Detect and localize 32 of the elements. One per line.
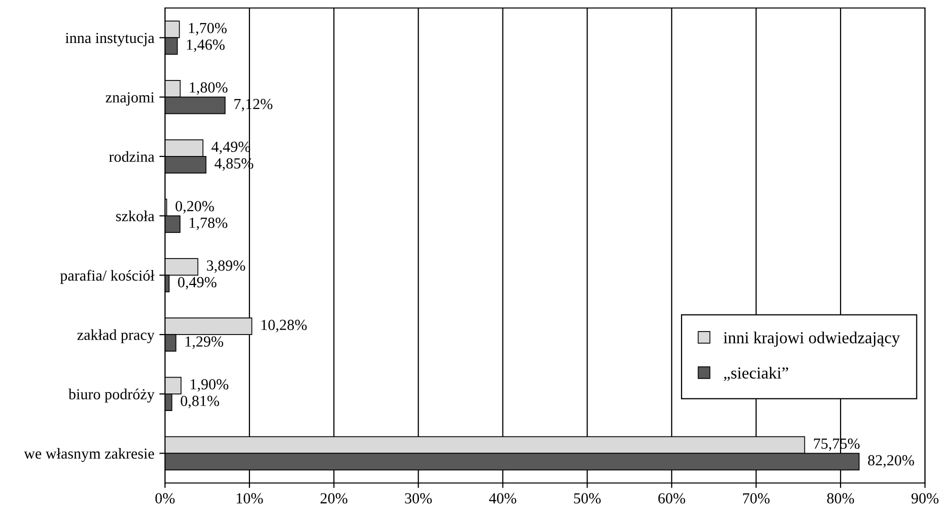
y-tick-label: znajomi — [106, 92, 154, 106]
y-tick-label: zakład pracy — [77, 329, 155, 344]
data-label: 1,46% — [187, 40, 225, 52]
y-tick-label: we własnym zakresie — [24, 448, 154, 462]
x-tick-label: 0% — [155, 493, 175, 504]
data-label: 82,20% — [868, 455, 914, 468]
data-label: 1,70% — [189, 22, 227, 36]
data-label: 1,78% — [190, 218, 228, 230]
y-tick-label: parafia/ kościół — [60, 270, 155, 284]
y-tick-label: biuro podróży — [68, 388, 155, 403]
data-label: 0,20% — [176, 201, 214, 214]
y-tick-label: inna instytucja — [65, 32, 154, 46]
legend-label: „sieciaki” — [724, 366, 788, 382]
data-label: 3,89% — [206, 260, 246, 273]
x-tick-label: 70% — [743, 493, 770, 504]
data-label: 1,80% — [190, 82, 228, 95]
y-tick-label: rodzina — [109, 151, 154, 162]
data-label: 1,29% — [186, 336, 224, 349]
data-label: 0,49% — [178, 277, 216, 290]
legend-label: inni krajowi odwiedzający — [724, 332, 900, 347]
x-tick-label: 90% — [911, 493, 938, 504]
x-tick-label: 20% — [320, 493, 348, 504]
x-tick-label: 60% — [658, 493, 686, 504]
y-tick-label: szkoła — [116, 210, 154, 222]
data-label: 1,90% — [190, 379, 228, 392]
x-tick-label: 40% — [489, 493, 516, 504]
data-label: 0,81% — [180, 396, 220, 408]
x-tick-label: 80% — [827, 493, 854, 504]
x-tick-label: 30% — [405, 493, 432, 504]
x-tick-label: 10% — [236, 493, 263, 504]
data-label: 10,28% — [261, 320, 307, 332]
x-tick-label: 50% — [574, 493, 601, 504]
